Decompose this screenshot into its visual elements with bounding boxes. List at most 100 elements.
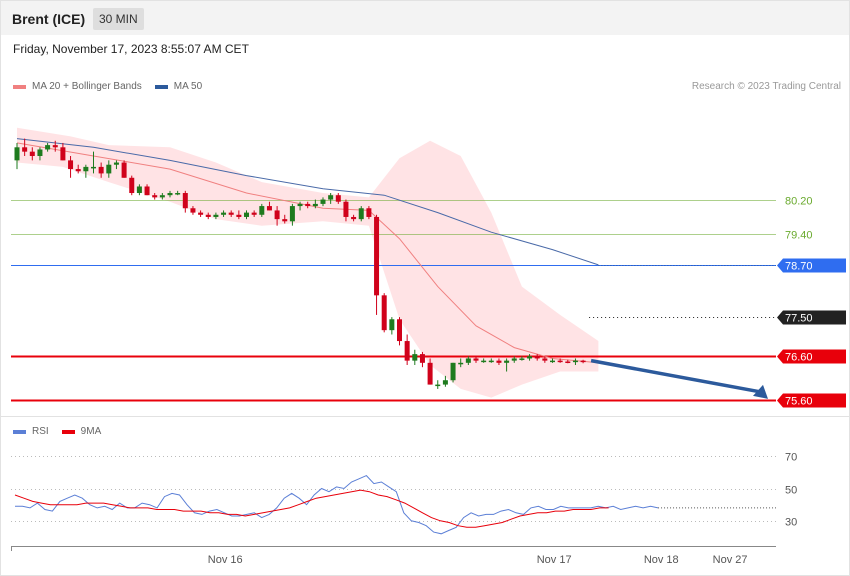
candle-body	[572, 360, 578, 363]
x-tick-label-1: Nov 17	[537, 554, 572, 566]
candle-body	[381, 295, 387, 331]
candle-body	[167, 193, 173, 196]
candle-body	[60, 147, 66, 161]
candle-body	[45, 145, 51, 150]
level-label-0: 80.20	[785, 196, 813, 208]
candle-body	[182, 193, 188, 209]
candle-body	[511, 358, 517, 361]
candle-body	[374, 216, 380, 296]
candle-body	[565, 361, 571, 364]
candle-body	[335, 195, 341, 202]
rsi-ytick-30: 30	[785, 517, 797, 529]
candle-body	[228, 212, 234, 215]
level-label-4: 76.60	[785, 352, 813, 364]
candle-body	[83, 166, 89, 172]
candle-body	[52, 145, 58, 148]
ma50-swatch	[154, 84, 168, 89]
candle-body	[221, 212, 227, 215]
candle-body	[91, 166, 96, 169]
candle-body	[251, 212, 257, 215]
legend-rsi-ma-label: 9MA	[80, 426, 102, 437]
x-tick-label-3: Nov 27	[713, 554, 748, 566]
candle-body	[404, 341, 410, 361]
candle-body	[236, 214, 242, 217]
candle-body	[129, 177, 135, 194]
rsi-ma-swatch	[61, 429, 75, 434]
candle-body	[121, 162, 127, 178]
candle-body	[289, 206, 295, 222]
candle-body	[320, 199, 326, 204]
candle-body	[68, 160, 74, 170]
candle-body	[343, 201, 349, 217]
level-badge-4	[777, 349, 846, 364]
ma20-swatch	[13, 84, 26, 89]
candle-body	[37, 149, 43, 157]
level-label-1: 79.40	[785, 230, 813, 242]
ma20-line	[16, 142, 599, 364]
candle-body	[412, 354, 418, 361]
candle-body	[358, 208, 364, 220]
candle-body	[266, 206, 272, 211]
candle-body	[274, 210, 280, 220]
candle-body	[397, 319, 402, 342]
level-badge-3	[777, 310, 846, 325]
candle-body	[190, 208, 196, 213]
candle-body	[550, 360, 555, 363]
candle-body	[213, 214, 219, 217]
candle-body	[98, 166, 104, 174]
candle-body	[481, 360, 487, 363]
credit-text: Research © 2023 Trading Central	[691, 81, 841, 92]
candle-body	[351, 216, 357, 220]
level-badge-2	[777, 258, 846, 273]
level-badge-5	[777, 393, 846, 408]
rsi-ytick-70: 70	[785, 452, 797, 464]
candle-body	[205, 214, 211, 217]
forecast-arrowhead	[753, 384, 768, 399]
candle-body	[312, 203, 318, 207]
candle-body	[244, 212, 249, 217]
candle-body	[175, 193, 181, 195]
candle-body	[419, 354, 425, 363]
candle-body	[534, 356, 540, 359]
legend-rsi-label: RSI	[32, 426, 49, 437]
candle-body	[297, 203, 303, 207]
candle-body	[389, 319, 395, 331]
level-label-2: 78.70	[785, 261, 813, 273]
candle-body	[106, 164, 112, 174]
legend-ma20-label: MA 20 + Bollinger Bands	[32, 81, 142, 92]
candle-body	[442, 380, 448, 385]
header-bar: Brent (ICE) 30 MIN	[1, 1, 849, 35]
candle-body	[527, 356, 533, 359]
candle-body	[435, 384, 441, 387]
candle-body	[144, 186, 150, 196]
ma50-line	[16, 138, 599, 266]
candle-body	[305, 203, 311, 207]
candle-body	[465, 358, 471, 363]
candle-body	[557, 360, 563, 363]
forecast-arrow-shaft	[590, 358, 761, 394]
candle-body	[22, 147, 28, 152]
candle-body	[152, 195, 158, 198]
candle-body	[519, 358, 525, 360]
candle-body	[259, 206, 265, 215]
candle-body	[159, 195, 165, 198]
candle-body	[75, 169, 81, 172]
interval-button[interactable]: 30 MIN	[93, 8, 144, 30]
main-legend: MA 20 + Bollinger Bands MA 50	[13, 81, 202, 92]
candle-body	[328, 195, 334, 200]
legend-ma50-label: MA 50	[173, 81, 203, 92]
candle-body	[542, 358, 548, 361]
rsi-series-9ma	[14, 489, 609, 528]
candle-body	[113, 162, 119, 165]
candle-body	[473, 358, 479, 361]
candle-body	[366, 208, 372, 217]
rsi-swatch	[13, 429, 26, 434]
candle-body	[427, 362, 433, 385]
timestamp: Friday, November 17, 2023 8:55:07 AM CET	[13, 42, 249, 56]
candle-body	[282, 219, 288, 222]
rsi-series-rsi	[15, 475, 659, 535]
candle-body	[580, 360, 586, 363]
candle-body	[496, 360, 502, 363]
candle-body	[458, 362, 464, 365]
